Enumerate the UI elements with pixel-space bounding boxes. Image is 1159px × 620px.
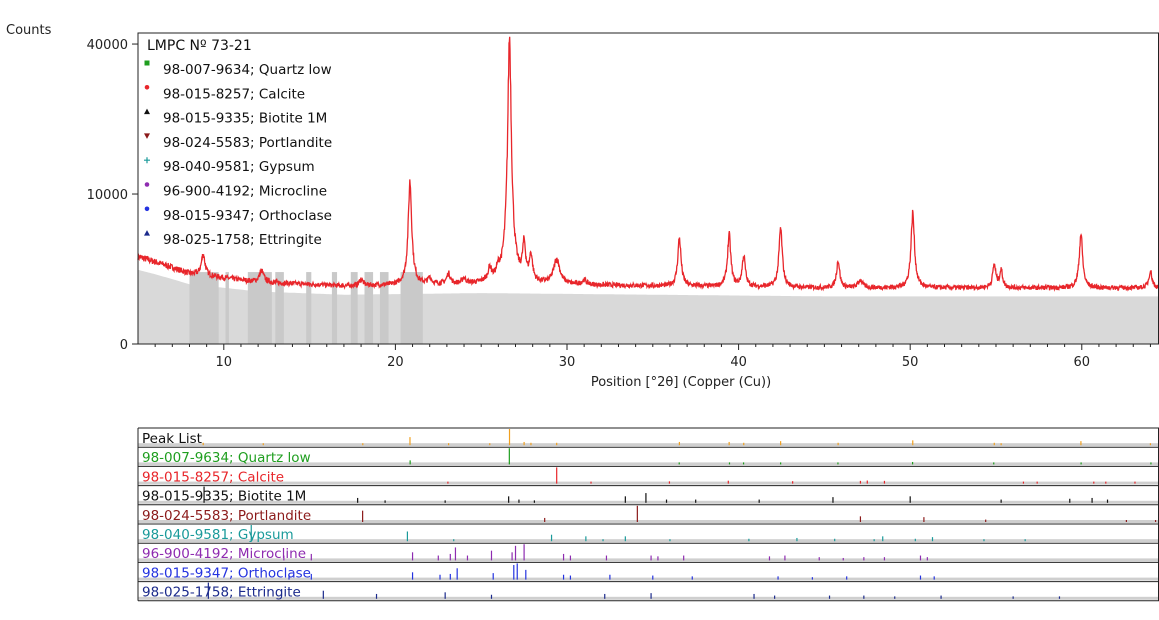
phase-legend: 98-007-9634; Quartz low 98-015-8257; Calc… [144, 60, 332, 248]
legend-entry-label: 98-015-9335; Biotite 1M [163, 111, 327, 127]
row-baseline [138, 481, 1159, 485]
peak-row-label: 98-040-9581; Gypsum [142, 527, 294, 543]
legend-marker [144, 60, 150, 66]
legend-marker [144, 157, 150, 164]
legend-entry-label: 96-900-4192; Microcline [163, 184, 327, 200]
x-tick-label: 50 [902, 355, 919, 370]
row-baseline [138, 558, 1159, 562]
y-tick-label: 10000 [87, 188, 128, 203]
x-tick-label: 30 [559, 355, 576, 370]
peak-row-label: 98-015-8257; Calcite [142, 469, 284, 485]
row-baseline [138, 462, 1159, 466]
legend-entry-label: 98-024-5583; Portlandite [163, 135, 332, 151]
background-fill [138, 269, 1159, 344]
row-baseline [138, 500, 1159, 504]
y-tick-label: 0 [120, 338, 128, 353]
reference-band [225, 272, 229, 344]
x-tick-label: 20 [387, 355, 404, 370]
peak-row-label: Peak List [142, 431, 202, 447]
x-tick-label: 60 [1074, 355, 1091, 370]
peak-row-label: 98-015-9347; Orthoclase [142, 565, 311, 581]
reference-band [364, 272, 374, 344]
peak-row-label: 98-007-9634; Quartz low [142, 450, 311, 466]
x-axis-label: Position [°2θ] (Copper (Cu)) [591, 375, 771, 390]
reference-band [275, 272, 284, 344]
legend-entry-label: 98-025-1758; Ettringite [163, 232, 322, 248]
y-axis-label: Counts [6, 23, 52, 38]
y-tick-label: 40000 [87, 38, 128, 53]
reference-band [189, 272, 219, 344]
reference-band [331, 272, 338, 344]
peak-row-label: 96-900-4192; Microcline [142, 546, 306, 562]
peak-rows: Peak List 98-007-9634; Quartz low 98-015-8… [137, 427, 1159, 602]
reference-band [379, 272, 389, 344]
row-baseline [138, 443, 1159, 447]
row-baseline [138, 539, 1159, 543]
diffractogram-plot: 0 10000 40000 10 20 30 40 50 60 [87, 32, 1159, 370]
row-baseline [138, 596, 1159, 600]
x-tick-label: 40 [730, 355, 747, 370]
legend-marker [144, 230, 150, 236]
legend-marker [144, 206, 150, 212]
legend-entry-label: 98-015-8257; Calcite [163, 86, 305, 102]
legend-entry-label: 98-007-9634; Quartz low [163, 62, 332, 78]
legend-marker [144, 108, 150, 115]
diffraction-pattern-line [137, 36, 1159, 292]
legend-marker [144, 133, 150, 139]
legend-marker [144, 182, 150, 187]
row-baseline [138, 577, 1159, 581]
row-baseline [138, 520, 1159, 523]
reference-band [350, 272, 358, 344]
reference-band [247, 272, 272, 344]
legend-entry-label: 98-040-9581; Gypsum [163, 159, 315, 175]
x-tick-label: 10 [216, 355, 233, 370]
reference-band [306, 272, 312, 344]
peak-row-label: 98-024-5583; Portlandite [142, 508, 311, 524]
reference-band [400, 272, 423, 344]
legend-title: LMPC Nº 73-21 [147, 38, 252, 54]
legend-entry-label: 98-015-9347; Orthoclase [163, 208, 332, 224]
peak-row-label: 98-025-1758; Ettringite [142, 585, 301, 601]
peak-list-panel: Peak List 98-007-9634; Quartz low 98-015-8… [137, 427, 1159, 602]
legend-marker [144, 85, 150, 90]
peak-row-label: 98-015-9335; Biotite 1M [142, 489, 306, 505]
